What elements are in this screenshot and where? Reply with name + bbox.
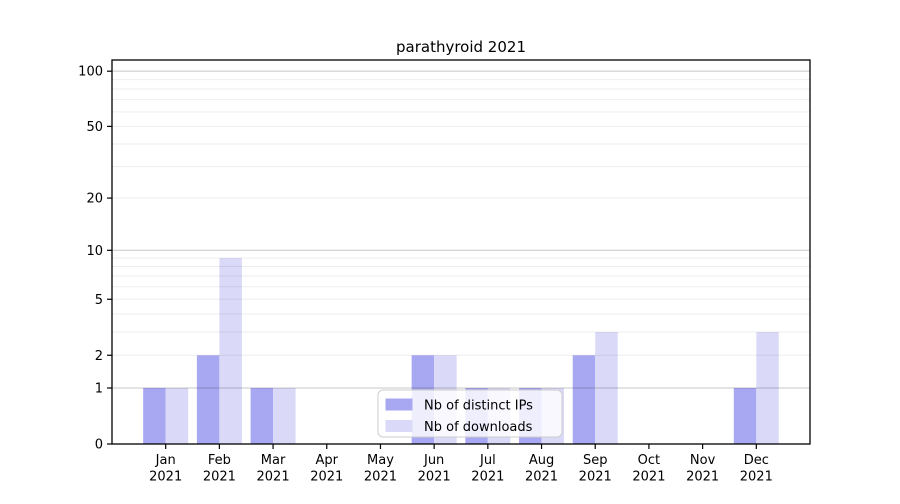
- legend: Nb of distinct IPs Nb of downloads: [377, 389, 563, 438]
- x-tick-label-jul: Jul 2021: [471, 453, 504, 485]
- x-tick-label-jun: Jun 2021: [418, 453, 451, 485]
- x-tick-labels: Jan 2021 Feb 2021 Mar 2021 Apr 2021 May 2021 Jun 20…: [149, 453, 773, 485]
- x-tick-label-jan: Jan 2021: [149, 453, 182, 485]
- x-tick-label-mar: Mar 2021: [257, 453, 290, 485]
- legend-swatch-nb-of-downloads: [385, 420, 413, 432]
- bar-nb-of-distinct-ips-jan: [143, 388, 166, 444]
- legend-label-nb-of-distinct-ips: Nb of distinct IPs: [424, 399, 533, 414]
- x-tick-label-dec: Dec 2021: [740, 453, 773, 485]
- y-tick-label-100: 100: [78, 65, 103, 80]
- bar-nb-of-downloads-mar: [273, 388, 296, 444]
- y-tick-label-10: 10: [86, 244, 103, 259]
- y-tick-label-20: 20: [86, 192, 103, 207]
- bar-nb-of-distinct-ips-dec: [733, 388, 757, 444]
- bar-nb-of-downloads-dec: [756, 332, 779, 444]
- chart-title: parathyroid 2021: [396, 38, 526, 56]
- y-tick-label-0: 0: [95, 438, 103, 453]
- bar-nb-of-downloads-feb: [219, 257, 242, 444]
- x-tick-label-may: May 2021: [364, 453, 397, 485]
- bar-nb-of-distinct-ips-mar: [250, 388, 274, 444]
- bar-nb-of-downloads-sep: [595, 332, 618, 444]
- bar-nb-of-downloads-jan: [165, 388, 189, 444]
- y-tick-label-50: 50: [86, 120, 103, 135]
- gridlines-layer: [112, 70, 810, 389]
- y-tick-labels: 0 1 2 5 10 20 50 100: [78, 65, 103, 453]
- axes-spines: [111, 59, 811, 445]
- x-tick-label-aug: Aug 2021: [525, 453, 558, 485]
- bar-nb-of-distinct-ips-sep: [572, 355, 596, 444]
- legend-box: [377, 389, 563, 438]
- x-tick-label-feb: Feb 2021: [203, 453, 236, 485]
- tick-marks: [107, 70, 757, 449]
- x-tick-label-oct: Oct 2021: [632, 453, 665, 485]
- y-tick-label-2: 2: [95, 349, 103, 364]
- x-tick-label-sep: Sep 2021: [579, 453, 612, 485]
- legend-swatch-nb-of-distinct-ips: [385, 398, 413, 411]
- x-tick-label-apr: Apr 2021: [310, 453, 343, 485]
- x-tick-label-nov: Nov 2021: [686, 453, 719, 485]
- y-tick-label-1: 1: [95, 382, 103, 397]
- legend-label-nb-of-downloads: Nb of downloads: [424, 420, 533, 435]
- plot-border: [111, 59, 811, 445]
- bar-nb-of-distinct-ips-feb: [196, 355, 220, 444]
- y-tick-label-5: 5: [95, 293, 103, 308]
